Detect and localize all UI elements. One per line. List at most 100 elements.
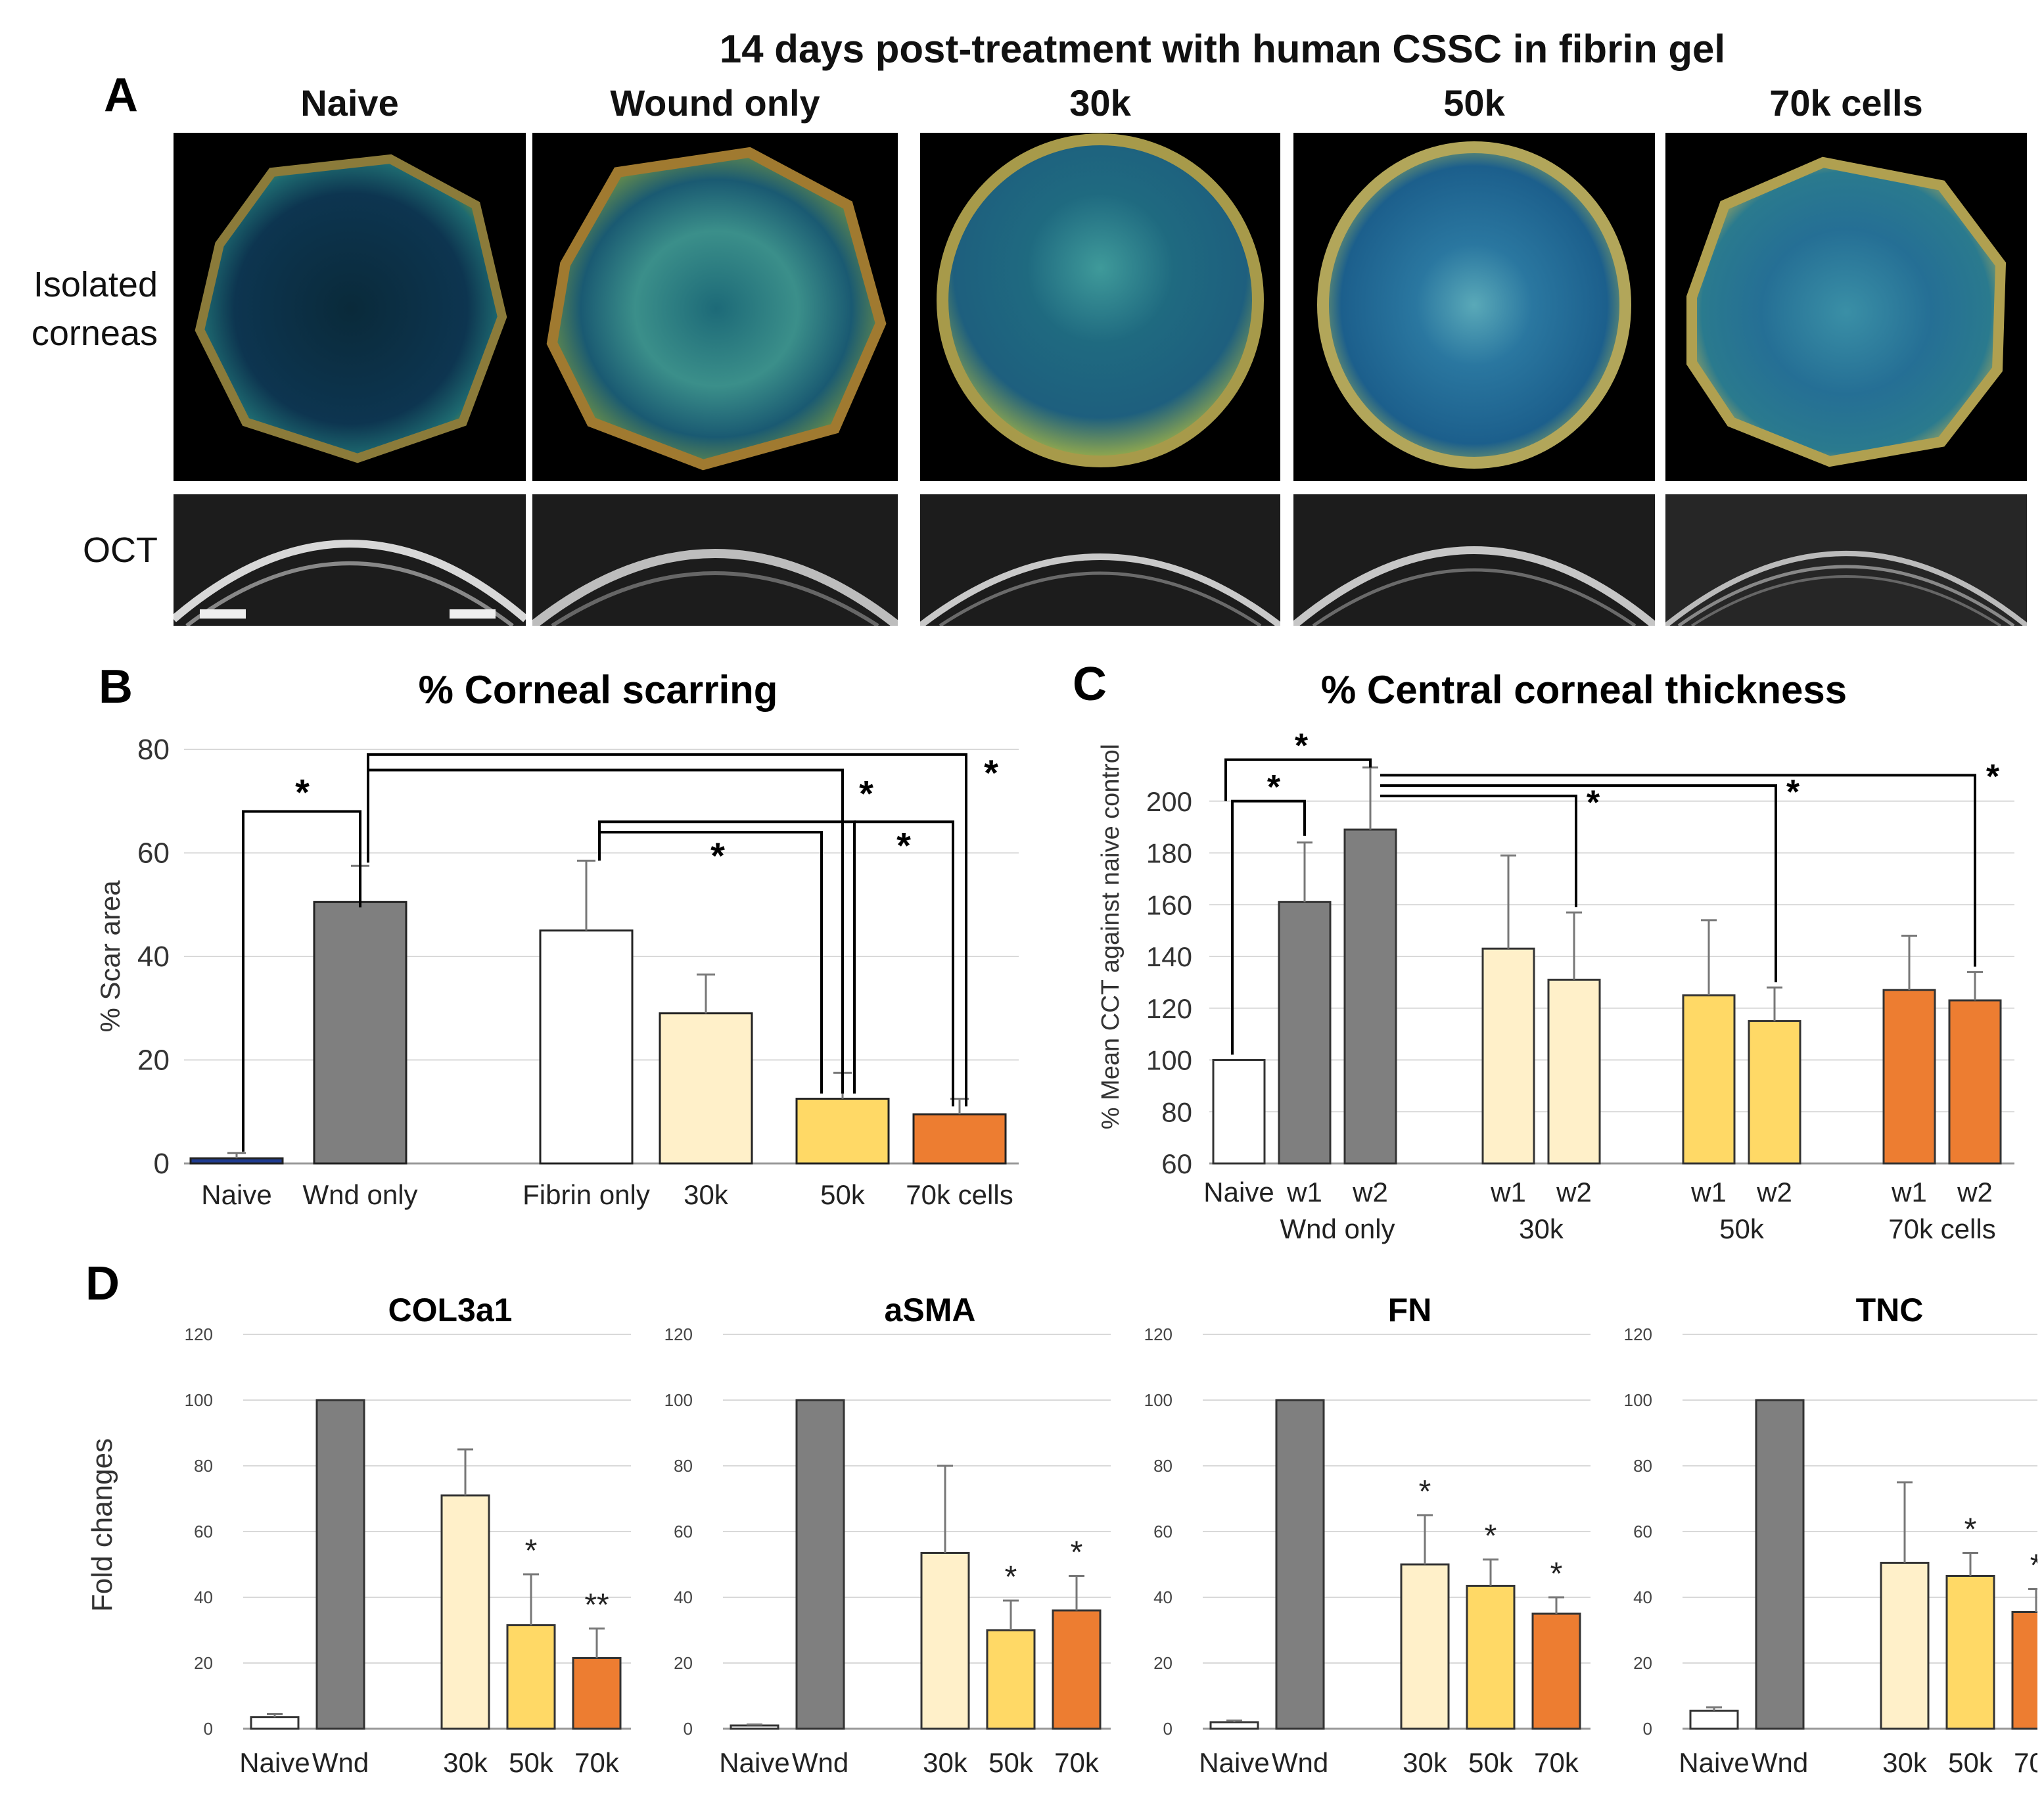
y-tick-label: 0 (204, 1719, 213, 1739)
y-tick-label: 40 (1633, 1587, 1652, 1607)
bar-asma-50k (986, 1629, 1036, 1730)
y-tick-label: 80 (194, 1456, 213, 1476)
x-tick-label: 50k (509, 1747, 554, 1778)
group-label-70k-cells: 70k cells (1888, 1213, 1995, 1244)
chart-title-fn: FN (1388, 1292, 1432, 1328)
x-tick-label: Wnd (312, 1747, 369, 1778)
column-title-wound-only: Wound only (610, 82, 820, 124)
x-tick-label: 70k (1054, 1747, 1100, 1778)
cornea-image-wound-only (532, 133, 898, 481)
sig-star: * (1005, 1560, 1017, 1595)
bar-tnc-wnd (1755, 1399, 1805, 1730)
cornea-image-70k-cells (1665, 133, 2027, 481)
y-tick-label: 100 (1144, 1390, 1173, 1410)
panel-a-header: 14 days post-treatment with human CSSC i… (719, 27, 1726, 71)
column-title-naive: Naive (300, 82, 399, 124)
y-tick-label: 80 (1153, 1456, 1173, 1476)
x-tick-label: 30k (1882, 1747, 1928, 1778)
cornea-image-naive (174, 133, 526, 481)
chart-title-col3a1: COL3a1 (388, 1292, 513, 1328)
oct-image-70k-cells (1665, 494, 2027, 626)
row-label-isolated-corneas: Isolated corneas (31, 265, 158, 353)
bar-30k (659, 1012, 753, 1165)
y-axis-label: Fold changes (86, 1438, 118, 1612)
sig-bracket-wnd-50k (367, 754, 844, 1094)
sig-star: * (1964, 1512, 1977, 1547)
y-tick-label: 120 (185, 1324, 213, 1344)
sig-bracket-naive-w1 (1231, 799, 1306, 1055)
sig-star: * (1295, 727, 1309, 765)
y-tick-label: 100 (1624, 1390, 1652, 1410)
sig-bracket-fibrin-50k-inner (599, 831, 823, 1094)
x-tick-label: w1 (1891, 1177, 1927, 1207)
x-tick-label: Naive (1679, 1747, 1749, 1778)
y-tick-label: 20 (1153, 1653, 1173, 1673)
x-tick-label: Naive (1199, 1747, 1269, 1778)
sig-bracket-fibrin-70k (854, 820, 954, 1107)
bar-asma-30k (920, 1552, 970, 1730)
group-label-wnd-only: Wnd only (1280, 1213, 1395, 1244)
y-tick-label: 60 (1161, 1148, 1192, 1179)
chart-title: % Corneal scarring (419, 668, 778, 712)
bar-wnd-only (313, 901, 407, 1165)
row-label-oct: OCT (83, 530, 158, 570)
y-tick-label: 40 (194, 1587, 213, 1607)
x-tick-label: 50k (820, 1179, 866, 1210)
sig-bracket-naive-wnd (242, 810, 361, 1152)
cornea-image-50k (1293, 133, 1655, 481)
x-tick-label: 70k cells (906, 1179, 1013, 1210)
bar-fibrin-only (539, 929, 634, 1165)
sig-star: * (710, 835, 725, 876)
bar-col3a1-naive (250, 1716, 300, 1730)
x-tick-label: 30k (684, 1179, 729, 1210)
sig-star: * (295, 772, 310, 813)
y-tick-label: 20 (137, 1044, 170, 1077)
sig-star: * (1267, 768, 1281, 807)
bar-tnc-30k (1880, 1562, 1930, 1730)
sig-bracket-wnd-30k (1380, 794, 1577, 908)
bar-col3a1-30k (440, 1494, 490, 1730)
x-tick-label: Wnd (1272, 1747, 1328, 1778)
y-tick-label: 120 (1624, 1324, 1652, 1344)
bar-6 (1682, 994, 1736, 1165)
panel-b-letter: B (99, 661, 133, 713)
bar-asma-70k (1052, 1609, 1102, 1730)
bar-tnc-70k (2011, 1611, 2037, 1730)
y-tick-label: 100 (664, 1390, 693, 1410)
x-tick-label: w1 (1690, 1177, 1727, 1207)
bar-fn-50k (1466, 1585, 1516, 1730)
chart-title-asma: aSMA (885, 1292, 976, 1328)
bar-8 (1882, 989, 1936, 1165)
y-tick-label: 0 (1643, 1719, 1652, 1739)
panel-d-letter: D (85, 1257, 120, 1310)
bar-fn-wnd (1275, 1399, 1325, 1730)
x-tick-label: 50k (1948, 1747, 1993, 1778)
y-tick-label: 60 (194, 1522, 213, 1541)
x-tick-label: 50k (1468, 1747, 1514, 1778)
sig-star: * (2030, 1549, 2037, 1583)
x-tick-label: w1 (1286, 1177, 1322, 1207)
column-title-30k: 30k (1069, 82, 1131, 124)
bar-3 (1343, 828, 1397, 1165)
bar-fn-70k (1531, 1612, 1581, 1730)
x-tick-label: Wnd (792, 1747, 848, 1778)
bar-col3a1-70k (572, 1657, 622, 1730)
oct-image-wound-only (532, 494, 898, 626)
bar-1 (1212, 1059, 1266, 1165)
y-tick-label: 40 (674, 1587, 693, 1607)
x-tick-label: 30k (923, 1747, 968, 1778)
y-tick-label: 120 (1146, 993, 1192, 1024)
sig-star: * (859, 773, 873, 814)
bar-50k (795, 1098, 890, 1165)
cornea-image-30k (920, 133, 1280, 481)
bar-naive (189, 1157, 284, 1165)
oct-image-50k (1293, 494, 1655, 626)
oct-image-30k (920, 494, 1280, 626)
bar-5 (1547, 978, 1601, 1165)
bar-col3a1-wnd (315, 1399, 365, 1730)
sig-bracket-wnd-70k (367, 753, 967, 1107)
group-label-50k: 50k (1719, 1213, 1765, 1244)
x-tick-label: 70k (574, 1747, 620, 1778)
y-tick-label: 140 (1146, 941, 1192, 972)
